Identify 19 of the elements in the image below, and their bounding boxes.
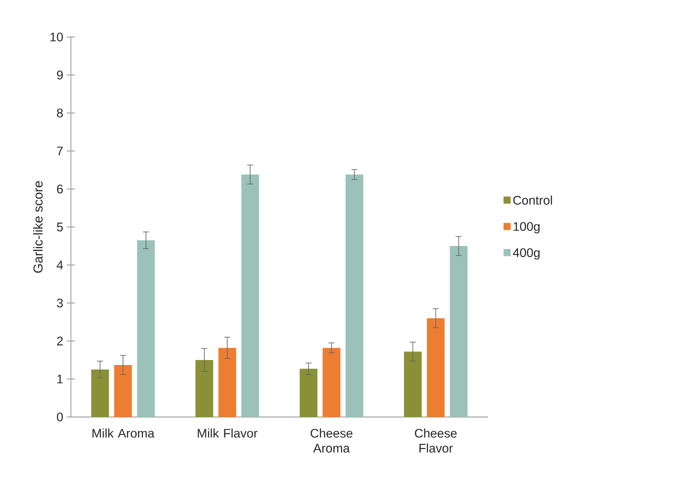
y-tick-label: 8 [56,108,63,118]
y-tick-label: 5 [56,222,63,232]
y-tick-label: 4 [56,260,63,270]
y-tick-label: 7 [57,146,63,156]
y-tick-label: 0 [56,412,63,422]
y-tick-label: 10 [50,32,63,42]
y-tick-label: 3 [56,298,63,308]
y-axis-title: Garlic-like score [33,181,43,273]
x-tick-label: Cheese Flavor [414,428,457,453]
x-tick-label: Milk Flavor [198,428,258,438]
y-tick-label: 2 [57,336,63,346]
legend-label: 400g [512,248,540,260]
y-tick-label: 1 [57,374,63,384]
y-tick-label: 9 [57,70,63,80]
legend-label: Control [513,196,552,205]
y-tick-label: 6 [57,184,63,194]
legend-label: 100g [514,222,540,234]
x-tick-label: Cheese Aroma [310,428,352,453]
x-tick-label: Milk Aroma [92,428,154,438]
